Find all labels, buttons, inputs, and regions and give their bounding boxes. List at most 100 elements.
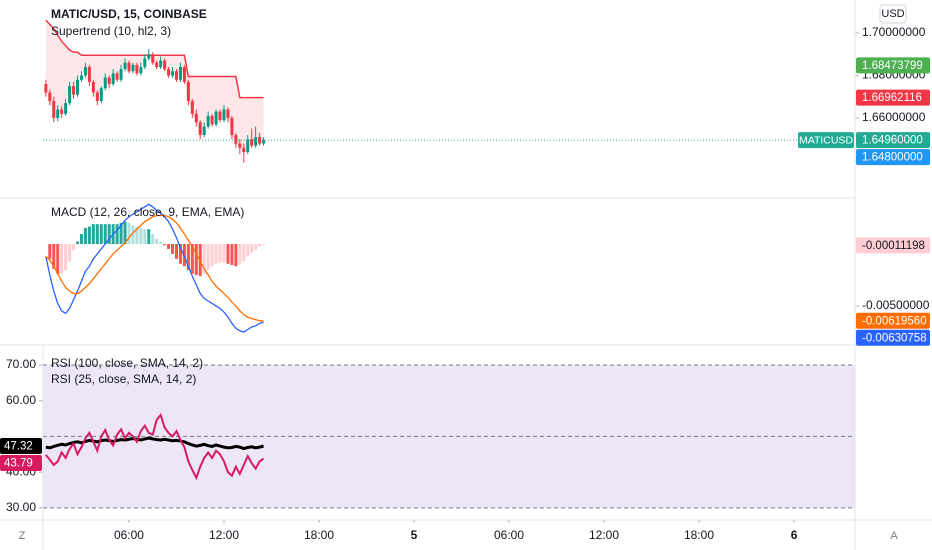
price-tag-label: -0.00630758 xyxy=(862,332,927,344)
histogram-bar xyxy=(99,224,103,244)
histogram-bar xyxy=(262,243,266,246)
candle-body xyxy=(202,126,206,136)
candle-body xyxy=(198,122,202,136)
x-tick-label: 18:00 xyxy=(304,528,334,542)
histogram-bar xyxy=(234,243,238,267)
histogram-bar xyxy=(167,243,171,249)
rsi-line xyxy=(45,436,264,451)
y-tick-label: 1.70000000 xyxy=(862,25,926,39)
histogram-bar xyxy=(151,234,155,244)
histogram-bar xyxy=(214,243,218,264)
price-tag xyxy=(856,329,930,346)
layers: 1.700000001.680000001.660000001.64000000… xyxy=(6,7,930,514)
y-tick-label: 60.00 xyxy=(6,393,36,407)
candle-body xyxy=(218,111,222,121)
candle-body xyxy=(163,60,167,70)
candle-body xyxy=(230,118,234,136)
candle-body xyxy=(52,101,56,119)
y-tick-label: 1.66000000 xyxy=(862,110,926,124)
histogram-bar xyxy=(68,243,72,262)
tags: 1.68473799 1.66962116 1.64960000 MATICUSD 1.… xyxy=(0,57,930,471)
histogram-bar xyxy=(242,243,246,262)
histogram-bar xyxy=(258,243,262,247)
price-tag xyxy=(856,89,930,106)
histogram-bar xyxy=(60,243,64,274)
candle-body xyxy=(190,101,194,114)
histogram-bar xyxy=(48,243,52,259)
macd-line xyxy=(45,203,264,333)
zoom-button[interactable]: Z xyxy=(19,530,26,542)
histogram-bar xyxy=(222,243,226,263)
price-tag-label: 47.32 xyxy=(4,441,33,453)
candle-body xyxy=(167,69,171,76)
price-tag-label: 1.64800000 xyxy=(862,152,923,164)
candle-body xyxy=(135,64,139,74)
histogram-bar xyxy=(87,226,91,244)
candle-body xyxy=(115,73,119,80)
candle-body xyxy=(262,140,266,144)
candle-body xyxy=(79,75,83,80)
candle-body xyxy=(83,66,87,76)
price-tag xyxy=(0,455,42,471)
pane xyxy=(43,364,855,509)
candle-body xyxy=(238,143,242,148)
symbol-tag xyxy=(798,132,854,149)
supertrend-fill xyxy=(45,20,264,153)
rsi-line xyxy=(45,412,265,481)
histogram-bar xyxy=(190,243,194,274)
candle-body xyxy=(143,58,147,67)
price-tag xyxy=(856,149,930,166)
histogram-bar xyxy=(115,224,119,244)
histogram-bar xyxy=(72,243,76,251)
chart-title: MACD (12, 26, close, 9, EMA, EMA) xyxy=(51,205,244,219)
histogram-bar xyxy=(210,243,214,267)
x-tick-label: 06:00 xyxy=(494,528,524,542)
x-tick-label: 6 xyxy=(791,528,798,542)
legend-entry: RSI (100, close, SMA, 14, 2) xyxy=(51,356,203,370)
histogram-bar xyxy=(206,243,210,271)
candle-body xyxy=(178,66,182,80)
candle-body xyxy=(151,54,155,63)
candle-body xyxy=(48,92,52,102)
currency[interactable]: USD xyxy=(881,8,904,20)
price-tag-label: -0.00619560 xyxy=(862,315,927,327)
histogram-bar xyxy=(95,224,99,244)
candle-body xyxy=(123,62,127,70)
candle-body xyxy=(56,109,60,119)
candle-body xyxy=(171,71,175,76)
price-tag xyxy=(856,312,930,329)
candle-body xyxy=(147,54,151,59)
histogram-bar xyxy=(194,243,198,275)
histogram-bar xyxy=(226,243,230,264)
price-tag xyxy=(0,438,42,454)
candle-body xyxy=(68,86,72,104)
histogram-bar xyxy=(135,226,139,244)
histogram-bar xyxy=(174,243,178,259)
currency-button[interactable] xyxy=(879,4,907,24)
x-tick-label: 12:00 xyxy=(589,528,619,542)
candle-body xyxy=(60,109,64,114)
candle-body xyxy=(111,73,115,85)
candle-body xyxy=(174,71,178,80)
candle-body xyxy=(242,147,246,153)
x-tick-label: 18:00 xyxy=(684,528,714,542)
candle-body xyxy=(119,69,123,80)
histogram-bar xyxy=(238,243,242,264)
candle-body xyxy=(254,137,258,146)
auto-scale-button[interactable]: A xyxy=(890,530,898,542)
histogram-bar xyxy=(139,227,143,244)
legend-entry: Supertrend (10, hl2, 3) xyxy=(51,24,171,38)
histogram-bar xyxy=(246,243,250,257)
macd-line xyxy=(45,214,264,322)
candle-body xyxy=(159,60,163,67)
histogram-bar xyxy=(254,243,258,251)
histogram-bar xyxy=(218,243,222,263)
histogram-bar xyxy=(178,243,182,264)
histogram-bar xyxy=(103,224,107,244)
histogram-bar xyxy=(143,229,147,244)
histogram-bar xyxy=(250,243,254,253)
y-tick-label: 30.00 xyxy=(6,500,36,514)
candle-body xyxy=(131,64,135,72)
candle-body xyxy=(182,66,186,82)
